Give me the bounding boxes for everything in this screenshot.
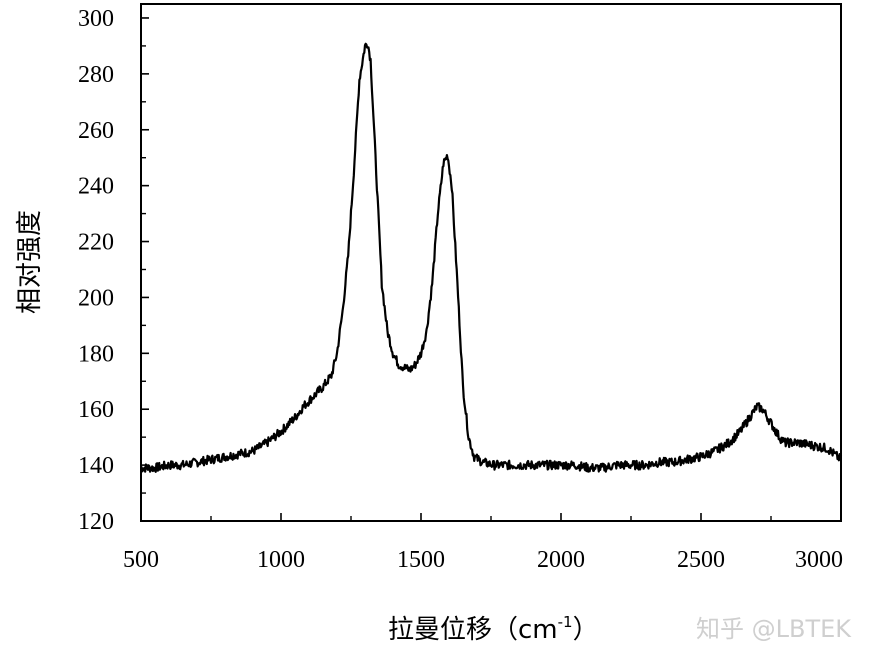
x-axis-title-end: ） <box>573 615 599 645</box>
x-tick-label: 500 <box>123 547 159 573</box>
y-tick-label: 220 <box>78 230 114 256</box>
plot-frame <box>140 3 842 522</box>
watermark-text: 知乎 @LBTEK <box>696 615 852 643</box>
x-axis-title: 拉曼位移（cm-1） <box>388 613 599 645</box>
y-tick-label: 300 <box>78 6 114 32</box>
y-axis-title: 相对强度 <box>15 210 45 314</box>
y-axis: 120 140 160 180 200 220 240 260 280 300 <box>78 6 149 535</box>
x-tick-label: 1000 <box>257 547 305 573</box>
x-tick-label: 3000 <box>795 547 843 573</box>
x-tick-label: 2000 <box>537 547 585 573</box>
x-axis: 500 1000 1500 2000 2500 3000 <box>123 513 843 573</box>
y-tick-label: 280 <box>78 62 114 88</box>
y-tick-label: 120 <box>78 509 114 535</box>
y-tick-label: 160 <box>78 397 114 423</box>
x-axis-title-superscript: -1 <box>558 613 573 631</box>
x-axis-title-main: 拉曼位移（cm <box>388 615 558 645</box>
x-tick-label: 1500 <box>397 547 445 573</box>
spectrum-line <box>140 42 843 473</box>
y-tick-label: 180 <box>78 341 114 367</box>
plot-area <box>140 3 842 522</box>
y-tick-label: 200 <box>78 285 114 311</box>
y-tick-label: 260 <box>78 118 114 144</box>
x-tick-label: 2500 <box>677 547 725 573</box>
y-tick-label: 140 <box>78 453 114 479</box>
y-tick-label: 240 <box>78 174 114 200</box>
